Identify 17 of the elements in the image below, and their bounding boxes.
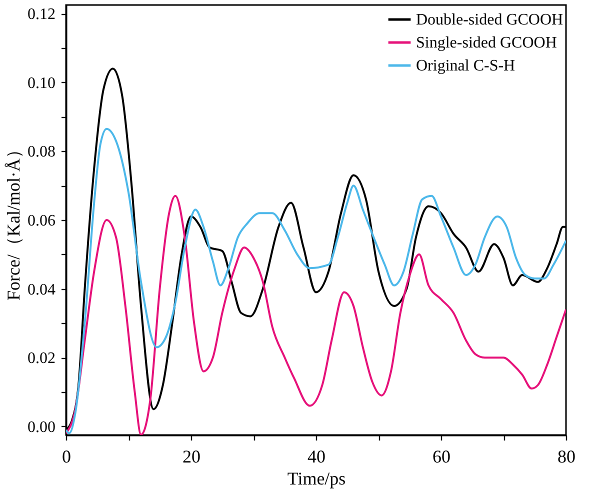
x-axis-title: Time/ps: [287, 468, 346, 488]
y-tick-label: 0.12: [28, 6, 56, 24]
legend-label: Single-sided GCOOH: [416, 34, 558, 52]
x-tick-label: 20: [182, 446, 200, 466]
legend-label: Double-sided GCOOH: [416, 12, 564, 28]
legend-label: Original C-S-H: [416, 58, 516, 74]
y-axis-title: Force/（Kal/mol·Å）: [4, 140, 24, 300]
x-tick-label: 60: [432, 446, 450, 466]
y-tick-label: 0.06: [28, 212, 56, 230]
y-tick-label: 0.02: [28, 350, 56, 368]
y-tick-label: 0.04: [28, 281, 56, 298]
x-tick-label: 80: [558, 446, 576, 466]
x-tick-label: 40: [308, 446, 326, 466]
y-tick-label: 0.00: [28, 418, 56, 436]
y-tick-label: 0.10: [28, 74, 56, 92]
x-tick-label: 0: [62, 446, 71, 466]
y-tick-label: 0.08: [28, 144, 56, 161]
